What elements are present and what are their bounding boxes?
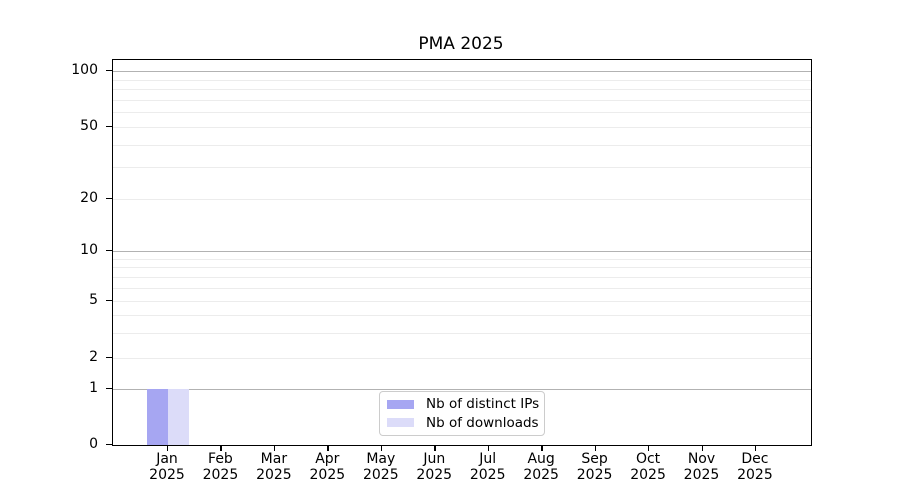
x-tick-label: Jan 2025	[149, 451, 185, 483]
legend-item-distinct-ips: Nb of distinct IPs	[387, 396, 540, 413]
y-gridline-minor	[113, 258, 811, 260]
y-tick	[106, 300, 112, 302]
legend: Nb of distinct IPs Nb of downloads	[379, 391, 545, 436]
y-tick-label: 0	[89, 436, 98, 452]
y-tick-label: 100	[71, 62, 98, 78]
y-tick	[106, 126, 112, 128]
x-tick	[273, 445, 276, 452]
y-tick	[106, 70, 112, 72]
y-tick	[106, 444, 112, 446]
y-gridline-minor	[113, 127, 811, 128]
x-tick	[327, 445, 329, 452]
x-tick-label: Mar 2025	[256, 451, 292, 483]
x-tick	[541, 445, 543, 452]
x-tick-label: Sep 2025	[576, 451, 613, 483]
plot-area	[112, 59, 812, 446]
y-tick	[106, 388, 112, 390]
x-tick	[487, 445, 490, 452]
y-gridline-minor	[113, 79, 811, 81]
y-gridline-minor	[113, 99, 811, 101]
y-tick-label: 1	[89, 380, 98, 396]
y-gridline-minor	[113, 301, 811, 302]
y-tick-label: 20	[80, 190, 98, 206]
x-tick	[434, 445, 436, 452]
y-gridline-minor	[113, 358, 811, 359]
y-tick	[106, 198, 112, 200]
x-tick	[701, 445, 703, 452]
y-gridline-minor	[113, 89, 811, 91]
legend-label-distinct-ips: Nb of distinct IPs	[426, 396, 540, 413]
x-tick	[167, 445, 169, 452]
legend-label-downloads: Nb of downloads	[426, 414, 539, 431]
y-gridline-minor	[113, 144, 811, 146]
y-gridline-minor	[113, 314, 811, 316]
y-tick-label: 10	[80, 242, 98, 258]
bar-downloads	[168, 389, 189, 445]
y-tick	[106, 250, 112, 252]
x-tick-label: Dec 2025	[737, 451, 773, 483]
x-tick-label: Jun 2025	[416, 451, 453, 483]
y-gridline-minor	[113, 199, 811, 200]
chart-title: PMA 2025	[418, 34, 504, 54]
legend-item-downloads: Nb of downloads	[387, 414, 539, 431]
x-tick-label: Feb 2025	[202, 451, 239, 483]
x-tick	[380, 445, 383, 452]
x-tick-label: Oct 2025	[630, 451, 666, 483]
x-tick-label: Aug 2025	[523, 451, 559, 483]
y-gridline-minor	[113, 332, 811, 334]
x-tick-label: Nov 2025	[683, 451, 720, 483]
legend-swatch-downloads	[387, 418, 414, 428]
y-tick-label: 5	[89, 292, 98, 308]
y-gridline-major	[113, 251, 811, 252]
bar-distinct-ips	[147, 389, 168, 445]
x-tick-label: Apr 2025	[309, 451, 346, 483]
x-tick	[648, 445, 650, 452]
x-tick	[754, 445, 757, 452]
y-gridline-major	[113, 71, 811, 72]
y-tick	[106, 357, 112, 359]
y-gridline-minor	[113, 167, 811, 169]
x-tick-label: Jul 2025	[469, 451, 506, 483]
x-tick	[220, 445, 222, 452]
y-gridline-minor	[113, 287, 811, 289]
y-gridline-minor	[113, 112, 811, 114]
x-tick-label: May 2025	[362, 451, 399, 483]
y-tick-label: 2	[89, 349, 98, 365]
y-gridline-major	[113, 389, 811, 390]
y-gridline-minor	[113, 276, 811, 278]
y-gridline-minor	[113, 267, 811, 269]
x-tick	[594, 445, 596, 452]
legend-swatch-distinct-ips	[387, 399, 414, 409]
y-tick-label: 50	[80, 118, 98, 134]
